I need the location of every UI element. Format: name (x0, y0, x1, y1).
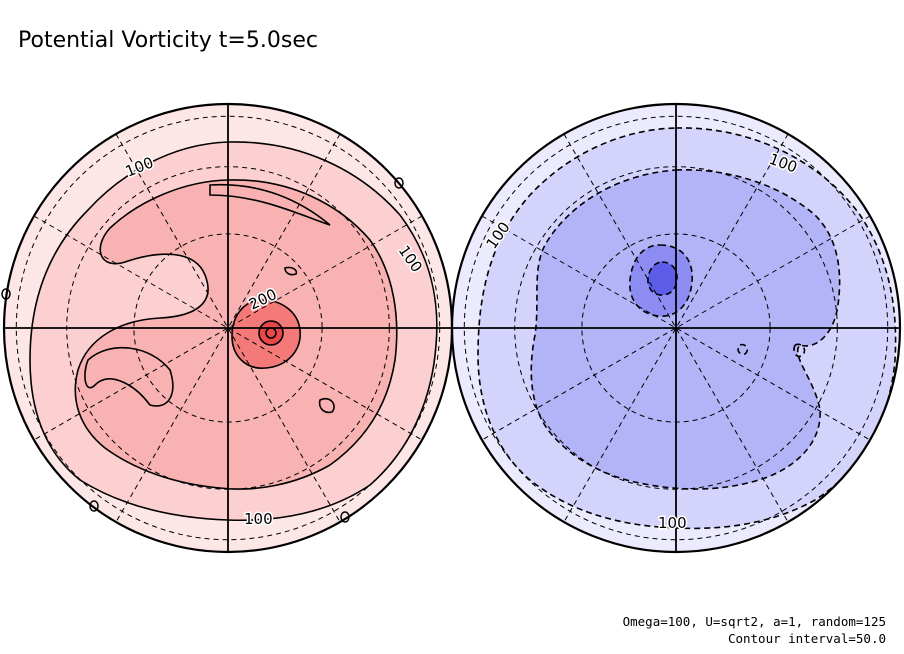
meridian-line (33, 215, 423, 441)
rim-marker (340, 511, 350, 523)
chart-title: Potential Vorticity t=5.0sec (18, 28, 318, 53)
contour-label: 100 (658, 514, 687, 532)
meridian-line (115, 133, 341, 523)
meridian-line (563, 133, 789, 523)
contour-label: 100 (244, 510, 273, 528)
meridian-line (563, 133, 789, 523)
hemisphere-panel-negative (450, 102, 902, 554)
contour-interval-caption: Contour interval=50.0 (728, 631, 886, 646)
rim-marker (394, 177, 404, 189)
meridian-line (33, 215, 423, 441)
hemisphere-panel-positive (1, 102, 454, 554)
parameter-caption: Omega=100, U=sqrt2, a=1, random=125 (623, 614, 886, 629)
meridian-line (481, 215, 871, 441)
lat-lon-grid (4, 104, 452, 552)
pv-level-fill (647, 262, 678, 296)
pv-level-fill (531, 169, 840, 490)
meridian-line (115, 133, 341, 523)
meridian-line (481, 215, 871, 441)
lat-lon-grid (452, 104, 900, 552)
rim-marker (1, 288, 11, 300)
rim-marker (89, 500, 99, 512)
rim-markers (1, 177, 404, 523)
